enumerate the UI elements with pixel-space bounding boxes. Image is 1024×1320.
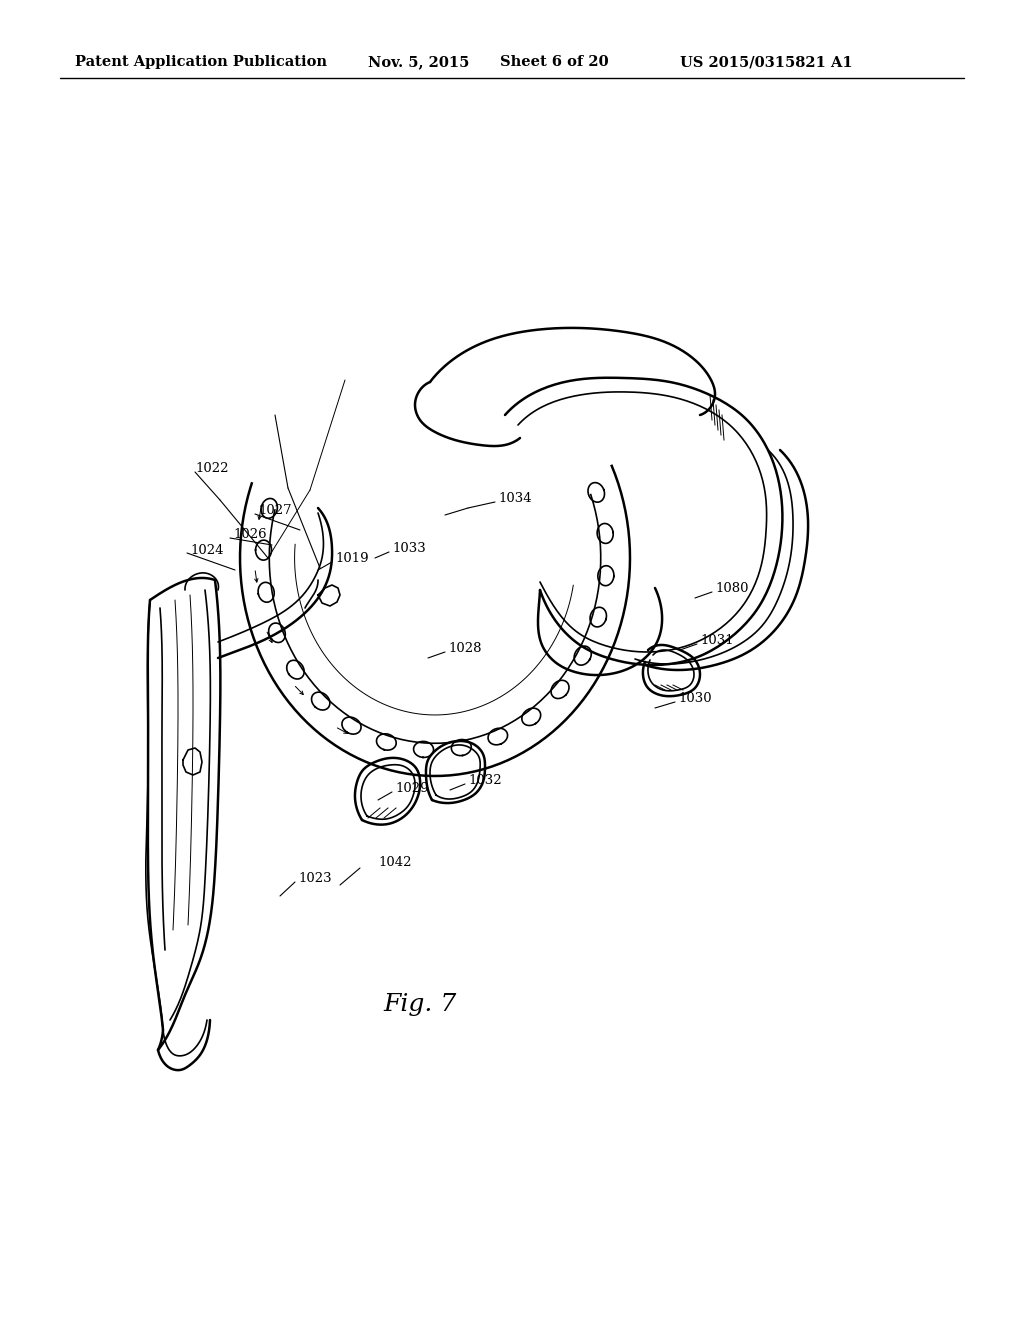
Text: 1024: 1024 bbox=[190, 544, 223, 557]
Text: 1080: 1080 bbox=[715, 582, 749, 594]
Text: Nov. 5, 2015: Nov. 5, 2015 bbox=[368, 55, 469, 69]
Text: US 2015/0315821 A1: US 2015/0315821 A1 bbox=[680, 55, 853, 69]
Text: 1026: 1026 bbox=[233, 528, 266, 541]
Text: 1027: 1027 bbox=[258, 503, 292, 516]
Text: 1042: 1042 bbox=[378, 855, 412, 869]
Text: 1033: 1033 bbox=[392, 541, 426, 554]
Text: 1019: 1019 bbox=[335, 552, 369, 565]
Text: 1034: 1034 bbox=[498, 491, 531, 504]
Text: 1032: 1032 bbox=[468, 774, 502, 787]
Text: 1029: 1029 bbox=[395, 781, 429, 795]
Text: 1030: 1030 bbox=[678, 692, 712, 705]
Text: 1023: 1023 bbox=[298, 871, 332, 884]
Text: 1022: 1022 bbox=[195, 462, 228, 474]
Text: Fig. 7: Fig. 7 bbox=[383, 994, 457, 1016]
Text: 1031: 1031 bbox=[700, 634, 733, 647]
Text: 1028: 1028 bbox=[449, 642, 481, 655]
Text: Sheet 6 of 20: Sheet 6 of 20 bbox=[500, 55, 608, 69]
Text: Patent Application Publication: Patent Application Publication bbox=[75, 55, 327, 69]
